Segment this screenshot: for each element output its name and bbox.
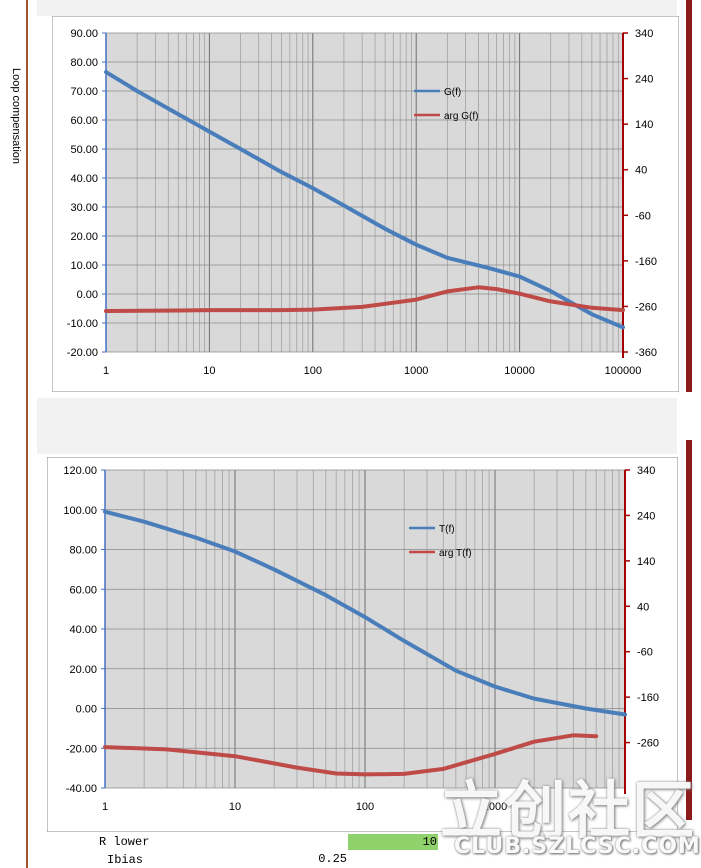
y-tick-label: 90.00 [70, 28, 98, 40]
y-tick-label: 0.00 [77, 289, 98, 301]
y-tick-label: 40.00 [70, 173, 98, 185]
x-tick-label: 1000 [404, 365, 428, 377]
middle-band [37, 398, 677, 454]
y2-tick-label: -160 [635, 256, 657, 268]
legend-label: T(f) [439, 524, 455, 535]
r-lower-input-cell[interactable] [348, 834, 438, 850]
r-lower-row: R lower 10 [37, 832, 677, 850]
y2-tick-label: -360 [635, 347, 657, 359]
y-tick-label: 100.00 [63, 505, 97, 517]
y2-tick-label: -60 [637, 647, 653, 659]
y2-tick-label: -260 [637, 738, 659, 750]
x-tick-label: 100 [304, 365, 322, 377]
y-tick-label: 60.00 [69, 584, 97, 596]
right-strip [678, 0, 701, 868]
ibias-row: Ibias 0.25 [37, 850, 677, 868]
ibias-label: Ibias [107, 853, 144, 867]
x-tick-label: 10 [203, 365, 215, 377]
y-tick-label: 80.00 [70, 57, 98, 69]
x-tick-label: 100 [356, 801, 374, 813]
section-label: Loop compensation [10, 68, 22, 165]
left-gutter: Loop compensation [0, 0, 28, 868]
y2-tick-label: 40 [637, 601, 649, 613]
series-line-magnitude [104, 70, 625, 330]
x-tick-label: 100000 [605, 365, 642, 377]
r-lower-value[interactable]: 10 [422, 835, 437, 849]
loop-gain-chart: -20.00 -10.00 0.00 10.00 20.00 30.00 40.00 50.0… [52, 16, 679, 392]
y2-tick-label: 340 [635, 28, 653, 40]
closed-loop-chart: -40.00 -20.00 0.00 20.00 40.00 60.00 80.00 100.… [47, 457, 678, 832]
y-tick-label: -20.00 [66, 743, 97, 755]
y2-tick-label: 340 [637, 465, 655, 477]
x-tick-label: 1 [102, 801, 108, 813]
series-line-phase [103, 733, 599, 777]
ibias-value: 0.25 [318, 852, 347, 866]
y2-tick-label: -60 [635, 210, 651, 222]
r-lower-label: R lower [99, 835, 150, 849]
y-tick-label: 20.00 [70, 231, 98, 243]
y-tick-label: 80.00 [69, 545, 97, 557]
y-tick-label: 50.00 [70, 144, 98, 156]
plot-background [106, 33, 623, 352]
y2-tick-label: 140 [637, 556, 655, 568]
x-tick-label: 10000 [504, 365, 535, 377]
parameter-rows: R lower 10 Ibias 0.25 [37, 832, 677, 868]
plot-area: -20.00 -10.00 0.00 10.00 20.00 30.00 40.00 50.0… [67, 28, 657, 377]
right-strip-segment [686, 440, 692, 820]
y-tick-label: -40.00 [66, 783, 97, 795]
y-tick-label: 40.00 [69, 624, 97, 636]
y-tick-label: 60.00 [70, 115, 98, 127]
y-tick-label: 30.00 [70, 202, 98, 214]
y2-tick-label: 40 [635, 165, 647, 177]
legend-label: arg G(f) [444, 111, 478, 122]
plot-area: -40.00 -20.00 0.00 20.00 40.00 60.00 80.00 100.… [63, 465, 659, 813]
legend-label: arg T(f) [439, 548, 472, 559]
y2-tick-label: 240 [637, 510, 655, 522]
y2-tick-label: 140 [635, 119, 653, 131]
y-tick-label: -10.00 [67, 318, 98, 330]
y2-tick-label: 240 [635, 74, 653, 86]
x-tick-label: 10 [229, 801, 241, 813]
right-strip-segment [686, 0, 692, 392]
legend-label: G(f) [444, 87, 461, 98]
y-tick-label: 0.00 [76, 704, 97, 716]
x-tick-label: 1 [103, 365, 109, 377]
y-tick-label: 20.00 [69, 664, 97, 676]
x-tick-label: 1000 [483, 801, 507, 813]
y-tick-label: -20.00 [67, 347, 98, 359]
y2-tick-label: -160 [637, 692, 659, 704]
y2-tick-label: -260 [635, 301, 657, 313]
top-band [37, 0, 677, 16]
y-tick-label: 70.00 [70, 86, 98, 98]
y-tick-label: 120.00 [63, 465, 97, 477]
y-tick-label: 10.00 [70, 260, 98, 272]
series-line-phase [104, 285, 625, 313]
